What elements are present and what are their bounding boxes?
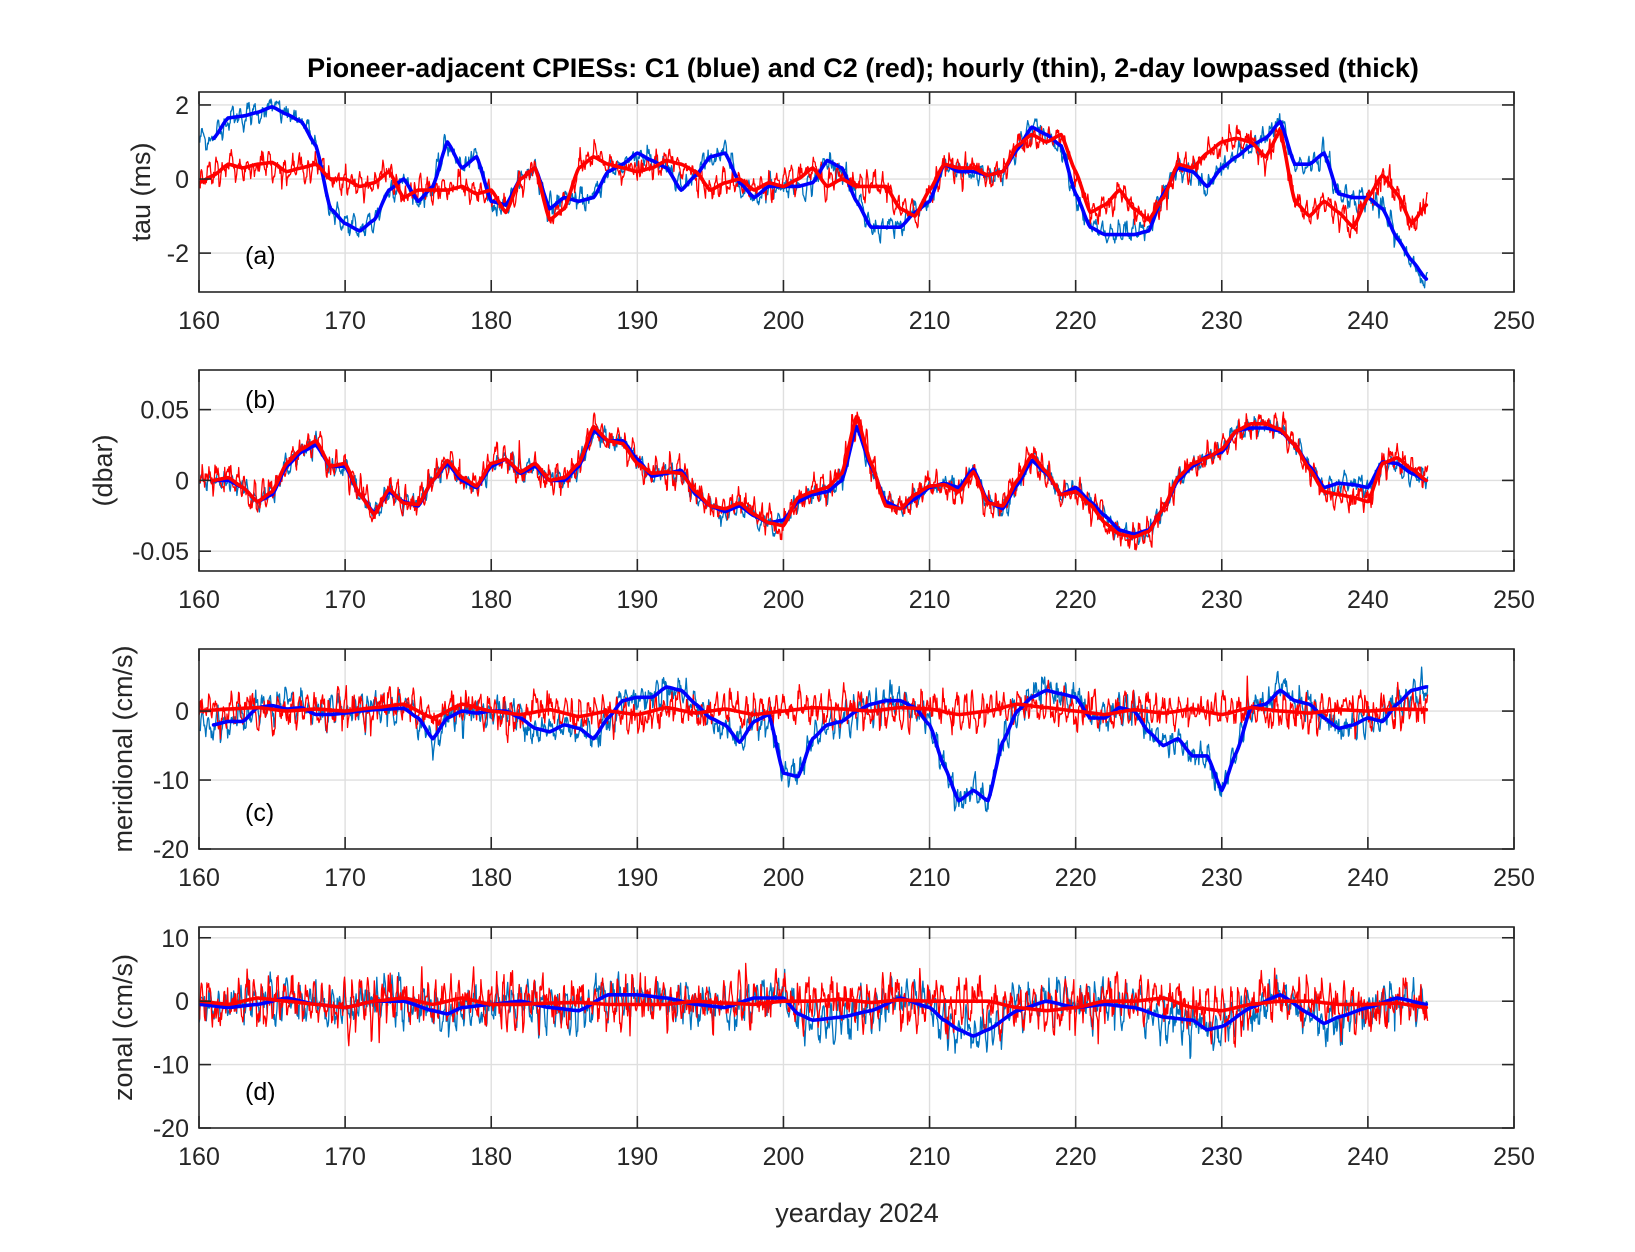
panel-c: 160 170 180 190 200 210 220 230 240 250 -20 -10 0 mer…: [108, 645, 1535, 892]
x-tick-label: 170: [324, 586, 366, 614]
series-group: [199, 98, 1429, 289]
c1-lowpass-line: [211, 105, 1429, 281]
y-tick-label: -20: [153, 836, 189, 864]
panel-label: (b): [245, 386, 276, 414]
x-tick-label: 200: [763, 864, 805, 892]
c1-lowpass-line: [199, 992, 1429, 1038]
x-tick-label: 160: [178, 864, 220, 892]
plot-area: [199, 370, 1514, 571]
x-tick-label: 200: [763, 1143, 805, 1171]
x-tick-label: 220: [1055, 864, 1097, 892]
series-group: [199, 411, 1429, 551]
x-tick-label: 190: [616, 586, 658, 614]
axes-frame: [198, 91, 1515, 293]
x-tick-label: 210: [909, 1143, 951, 1171]
x-tick-label: 210: [909, 586, 951, 614]
x-tick-label: 180: [470, 307, 512, 335]
x-tick-label: 240: [1347, 586, 1389, 614]
x-tick-label: 230: [1201, 586, 1243, 614]
x-tick-label: 190: [616, 864, 658, 892]
axes-frame: [198, 369, 1515, 572]
y-tick-label: 0: [175, 988, 189, 1016]
y-axis-label: (dbar): [88, 434, 118, 506]
panel-label: (d): [245, 1078, 276, 1106]
y-tick-label: 2: [175, 92, 189, 120]
x-tick-label: 250: [1493, 307, 1535, 335]
x-tick-label: 170: [324, 307, 366, 335]
c2-lowpass-line: [199, 702, 1429, 720]
x-tick-label: 180: [470, 864, 512, 892]
c2-lowpass-line: [199, 996, 1429, 1013]
y-axis-label: meridional (cm/s): [108, 645, 138, 852]
x-tick-label: 200: [763, 586, 805, 614]
y-tick-label: -10: [153, 767, 189, 795]
x-tick-label: 200: [763, 307, 805, 335]
x-tick-label: 240: [1347, 1143, 1389, 1171]
y-axis-label: zonal (cm/s): [108, 954, 138, 1101]
c2-lowpass-line: [211, 414, 1429, 539]
x-tick-label: 250: [1493, 1143, 1535, 1171]
y-tick-label: -2: [167, 240, 189, 268]
x-tick-label: 230: [1201, 1143, 1243, 1171]
c1-lowpass-line: [211, 685, 1429, 803]
x-tick-label: 160: [178, 307, 220, 335]
series-group: [199, 962, 1429, 1060]
panel-label: (c): [245, 799, 274, 827]
x-tick-label: 250: [1493, 864, 1535, 892]
plot-area: [199, 649, 1514, 849]
x-tick-label: 170: [324, 1143, 366, 1171]
y-tick-label: -20: [153, 1115, 189, 1143]
y-tick-label: -10: [153, 1052, 189, 1080]
y-tick-label: 0: [175, 698, 189, 726]
x-tick-label: 180: [470, 1143, 512, 1171]
panel-b: 160 170 180 190 200 210 220 230 240 250 -0.05 0 0.05…: [88, 369, 1535, 614]
x-tick-label: 170: [324, 864, 366, 892]
y-tick-label: 0.05: [140, 397, 189, 425]
panel-label: (a): [245, 242, 276, 270]
y-tick-label: -0.05: [132, 538, 189, 566]
x-tick-label: 240: [1347, 864, 1389, 892]
x-tick-label: 240: [1347, 307, 1389, 335]
x-tick-label: 160: [178, 586, 220, 614]
x-axis-label: yearday 2024: [775, 1198, 939, 1228]
y-axis-label: tau (ms): [126, 142, 156, 241]
x-tick-label: 250: [1493, 586, 1535, 614]
c2-hourly-line: [199, 411, 1429, 551]
y-tick-label: 10: [161, 925, 189, 953]
x-tick-label: 220: [1055, 1143, 1097, 1171]
x-tick-label: 210: [909, 864, 951, 892]
figure-title: Pioneer-adjacent CPIESs: C1 (blue) and C…: [307, 53, 1419, 83]
y-tick-label: 0: [175, 467, 189, 495]
x-tick-label: 230: [1201, 307, 1243, 335]
x-tick-label: 210: [909, 307, 951, 335]
series-group: [199, 666, 1429, 813]
x-tick-label: 180: [470, 586, 512, 614]
axes-frame: [198, 926, 1515, 1129]
x-tick-label: 160: [178, 1143, 220, 1171]
panel-d: 160 170 180 190 200 210 220 230 240 250 -20 -10 0 10 z…: [108, 925, 1535, 1171]
x-tick-label: 220: [1055, 586, 1097, 614]
x-tick-label: 230: [1201, 864, 1243, 892]
c2-hourly-line: [199, 962, 1429, 1048]
x-tick-label: 190: [616, 307, 658, 335]
c2-lowpass-line: [199, 129, 1429, 229]
axes-frame: [198, 648, 1515, 850]
plot-area: [199, 927, 1514, 1128]
y-tick-label: 0: [175, 166, 189, 194]
x-tick-label: 190: [616, 1143, 658, 1171]
panel-a: 160 170 180 190 200 210 220 230 240 250 -2 0 2 tau (m…: [126, 91, 1535, 335]
x-tick-label: 220: [1055, 307, 1097, 335]
